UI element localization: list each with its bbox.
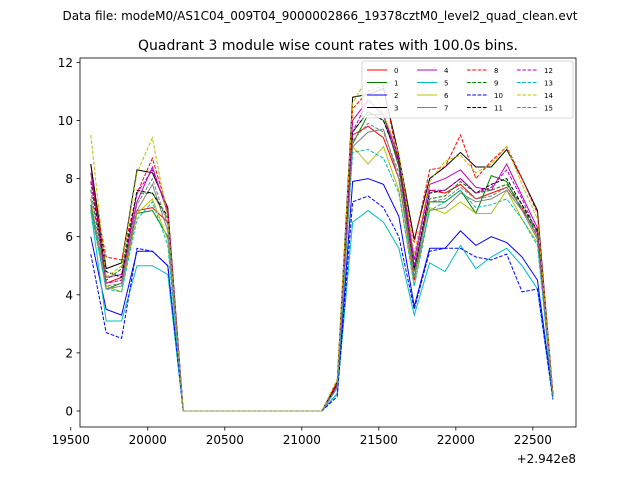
legend-box: [361, 60, 574, 119]
legend-label-14: 14: [544, 92, 553, 100]
series-line-15: [90, 122, 554, 412]
legend-label-15: 15: [544, 105, 553, 113]
x-tick-label: 22000: [437, 433, 475, 447]
x-tick-label: 20500: [206, 433, 244, 447]
legend-label-8: 8: [494, 67, 498, 75]
axes-frame: [79, 57, 577, 428]
y-tick-label: 10: [58, 114, 73, 128]
figure-suptitle: Data file: modeM0/AS1C04_009T04_90000028…: [62, 9, 577, 23]
legend-label-10: 10: [494, 92, 503, 100]
y-tick-label: 8: [65, 172, 73, 186]
x-tick-label: 19500: [52, 433, 90, 447]
y-tick-label: 0: [65, 405, 73, 419]
legend-label-9: 9: [494, 80, 498, 88]
series-line-14: [90, 75, 554, 412]
y-tick-label: 12: [58, 56, 73, 70]
chart-title: Quadrant 3 module wise count rates with …: [138, 38, 518, 54]
x-tick-label: 20000: [129, 433, 167, 447]
axes-layer: 19500 20000 20500 21000 21500 22000 22500 0 2 4 6 8…: [52, 56, 577, 466]
plot-area: [80, 58, 576, 427]
legend-label-7: 7: [444, 105, 448, 113]
y-tick-label: 6: [65, 230, 73, 244]
legend-label-13: 13: [544, 80, 553, 88]
legend-label-12: 12: [544, 67, 553, 75]
legend-label-3: 3: [394, 105, 398, 113]
x-tick-label: 21000: [283, 433, 321, 447]
series-line-13: [90, 148, 554, 412]
plot-background: [80, 58, 576, 427]
legend-label-2: 2: [394, 92, 398, 100]
y-tick-label: 4: [65, 288, 73, 302]
legend-label-1: 1: [394, 80, 398, 88]
x-tick-label: 21500: [360, 433, 398, 447]
series-layer: [90, 75, 554, 412]
legend-label-6: 6: [444, 92, 449, 100]
x-tick-label: 22500: [514, 433, 552, 447]
x-offset-label: +2.942e8: [517, 452, 576, 466]
legend-label-4: 4: [444, 67, 449, 75]
y-tick-label: 2: [65, 346, 73, 360]
legend-label-0: 0: [394, 67, 398, 75]
legend-label-5: 5: [444, 80, 448, 88]
legend-label-11: 11: [494, 105, 503, 113]
